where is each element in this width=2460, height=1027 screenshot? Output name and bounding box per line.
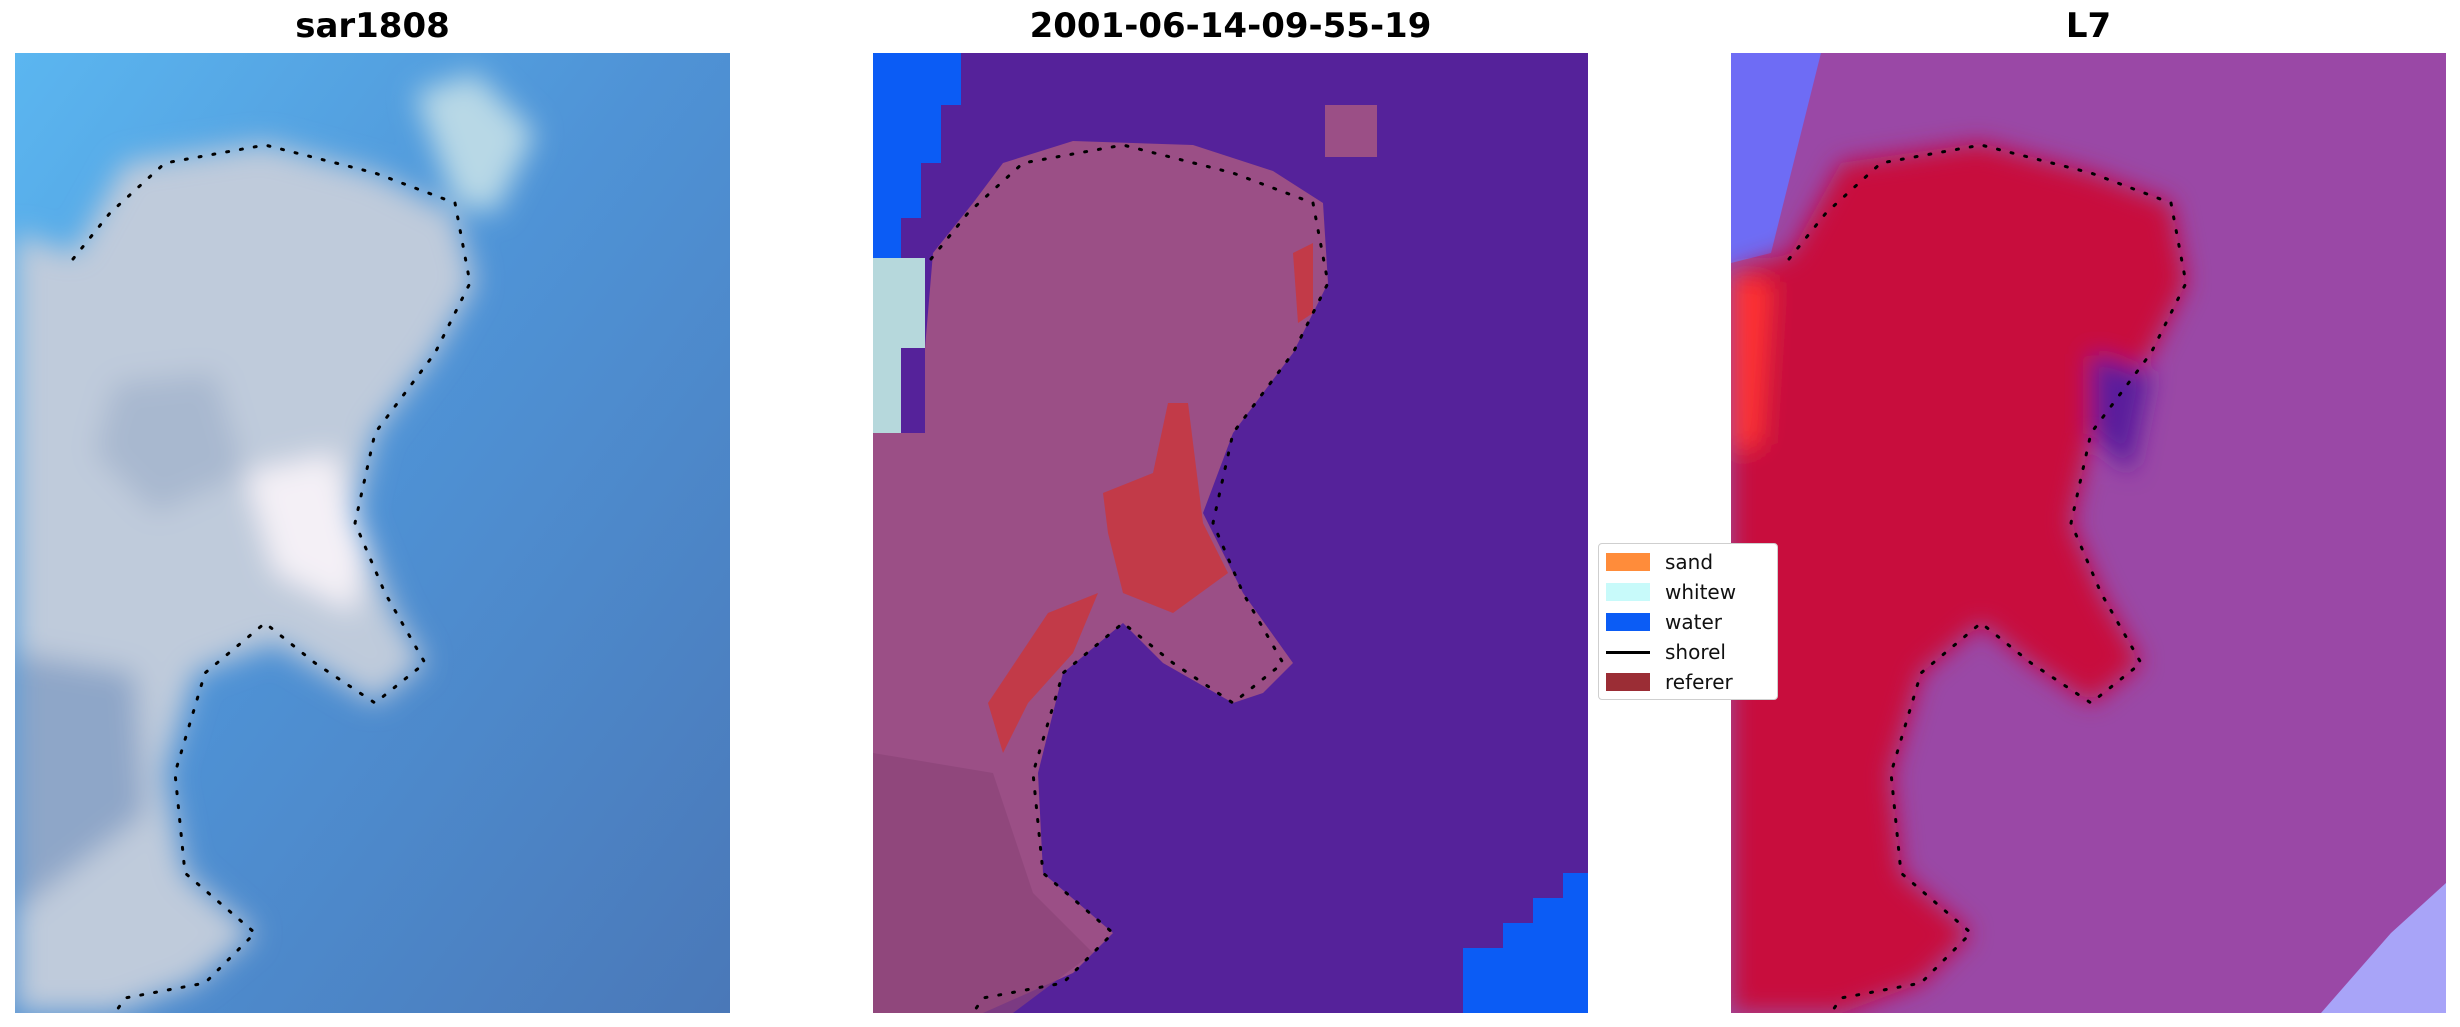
sand-swatch	[1606, 553, 1650, 571]
panel-title-index: L7	[2065, 6, 2112, 46]
legend-label: water	[1665, 610, 1722, 634]
legend-item-sand: sand	[1606, 550, 1713, 574]
water-swatch	[1606, 613, 1650, 631]
shoreline-classification	[929, 143, 1330, 1013]
legend-item-whitewater: whitew	[1606, 580, 1736, 604]
index-panel	[1731, 53, 2446, 1013]
legend: sand whitew water shorel referer	[1598, 543, 1778, 700]
legend-label: referer	[1665, 670, 1733, 694]
classification-map	[873, 53, 1588, 1013]
panel-title-rgb: sar1808	[295, 6, 450, 46]
legend-label: shorel	[1665, 640, 1726, 664]
legend-item-reference: referer	[1606, 670, 1733, 694]
legend-item-water: water	[1606, 610, 1722, 634]
panel-title-classification: 2001-06-14-09-55-19	[1029, 6, 1432, 46]
rgb-image-panel	[15, 53, 730, 1013]
rgb-image	[15, 53, 730, 1013]
legend-label: whitew	[1665, 580, 1737, 604]
legend-label: sand	[1665, 550, 1714, 574]
whitewater-swatch	[1606, 583, 1650, 601]
shoreline-rgb	[71, 143, 472, 1013]
legend-item-shoreline: shorel	[1606, 640, 1726, 664]
shoreline-line	[1606, 650, 1650, 654]
reference-swatch	[1606, 673, 1650, 691]
shoreline-index	[1787, 143, 2188, 1013]
index-map	[1731, 53, 2446, 1013]
classification-panel	[873, 53, 1588, 1013]
